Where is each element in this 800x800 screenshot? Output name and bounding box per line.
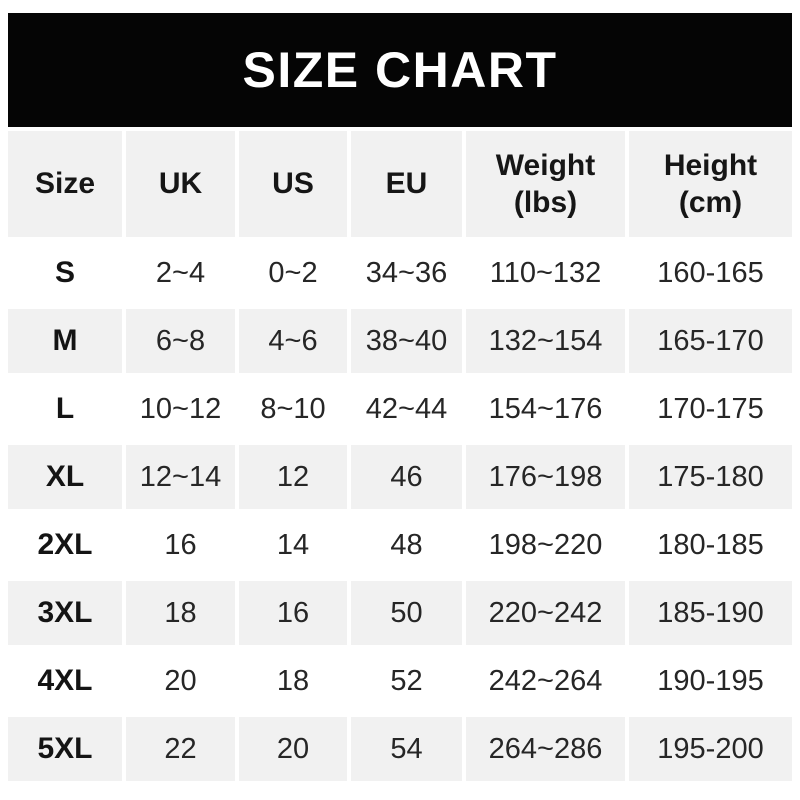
cell-weight: 176~198: [466, 445, 625, 509]
cell-size: 5XL: [8, 717, 122, 781]
cell-us: 16: [239, 581, 347, 645]
column-header-label: Weight: [495, 148, 596, 182]
cell-height: 160-165: [629, 241, 792, 305]
cell-uk: 22: [126, 717, 235, 781]
cell-eu: 42~44: [351, 377, 462, 441]
table-row: S 2~4 0~2 34~36 110~132 160-165: [8, 241, 792, 305]
table-header-row: Size UK US EU Weight (lbs) Height (cm): [8, 131, 792, 237]
table-row: 5XL 22 20 54 264~286 195-200: [8, 717, 792, 781]
column-header-us: US: [239, 131, 347, 237]
table-body: S 2~4 0~2 34~36 110~132 160-165 M 6~8 4~…: [8, 241, 792, 781]
cell-us: 8~10: [239, 377, 347, 441]
cell-size: 4XL: [8, 649, 122, 713]
cell-height: 165-170: [629, 309, 792, 373]
cell-weight: 132~154: [466, 309, 625, 373]
cell-size: L: [8, 377, 122, 441]
column-header-label: Size: [34, 167, 96, 201]
cell-eu: 48: [351, 513, 462, 577]
cell-size: M: [8, 309, 122, 373]
cell-eu: 38~40: [351, 309, 462, 373]
table-row: XL 12~14 12 46 176~198 175-180: [8, 445, 792, 509]
table-row: 3XL 18 16 50 220~242 185-190: [8, 581, 792, 645]
cell-uk: 16: [126, 513, 235, 577]
cell-us: 18: [239, 649, 347, 713]
cell-uk: 20: [126, 649, 235, 713]
column-header-height: Height (cm): [629, 131, 792, 237]
cell-size: 2XL: [8, 513, 122, 577]
cell-us: 14: [239, 513, 347, 577]
cell-height: 185-190: [629, 581, 792, 645]
column-header-unit: (cm): [678, 186, 743, 219]
cell-size: S: [8, 241, 122, 305]
cell-eu: 54: [351, 717, 462, 781]
cell-weight: 220~242: [466, 581, 625, 645]
table-row: 2XL 16 14 48 198~220 180-185: [8, 513, 792, 577]
cell-uk: 2~4: [126, 241, 235, 305]
cell-uk: 10~12: [126, 377, 235, 441]
cell-weight: 154~176: [466, 377, 625, 441]
column-header-eu: EU: [351, 131, 462, 237]
cell-us: 4~6: [239, 309, 347, 373]
size-chart-table: Size UK US EU Weight (lbs) Height (cm) S…: [8, 131, 792, 781]
page-title: SIZE CHART: [242, 42, 558, 98]
cell-us: 0~2: [239, 241, 347, 305]
cell-height: 195-200: [629, 717, 792, 781]
column-header-label: EU: [385, 167, 428, 201]
cell-size: XL: [8, 445, 122, 509]
column-header-uk: UK: [126, 131, 235, 237]
cell-uk: 18: [126, 581, 235, 645]
column-header-weight: Weight (lbs): [466, 131, 625, 237]
cell-us: 20: [239, 717, 347, 781]
cell-eu: 50: [351, 581, 462, 645]
cell-weight: 242~264: [466, 649, 625, 713]
cell-uk: 12~14: [126, 445, 235, 509]
column-header-label: US: [272, 167, 314, 201]
column-header-size: Size: [8, 131, 122, 237]
cell-size: 3XL: [8, 581, 122, 645]
cell-height: 180-185: [629, 513, 792, 577]
column-header-unit: (lbs): [513, 186, 578, 219]
cell-weight: 110~132: [466, 241, 625, 305]
cell-us: 12: [239, 445, 347, 509]
cell-uk: 6~8: [126, 309, 235, 373]
table-row: 4XL 20 18 52 242~264 190-195: [8, 649, 792, 713]
size-chart-banner: SIZE CHART: [8, 13, 792, 127]
table-row: L 10~12 8~10 42~44 154~176 170-175: [8, 377, 792, 441]
column-header-label: UK: [158, 167, 203, 201]
cell-height: 170-175: [629, 377, 792, 441]
cell-eu: 34~36: [351, 241, 462, 305]
column-header-label: Height: [663, 148, 758, 182]
table-row: M 6~8 4~6 38~40 132~154 165-170: [8, 309, 792, 373]
cell-height: 175-180: [629, 445, 792, 509]
cell-height: 190-195: [629, 649, 792, 713]
cell-weight: 198~220: [466, 513, 625, 577]
cell-eu: 46: [351, 445, 462, 509]
cell-eu: 52: [351, 649, 462, 713]
cell-weight: 264~286: [466, 717, 625, 781]
